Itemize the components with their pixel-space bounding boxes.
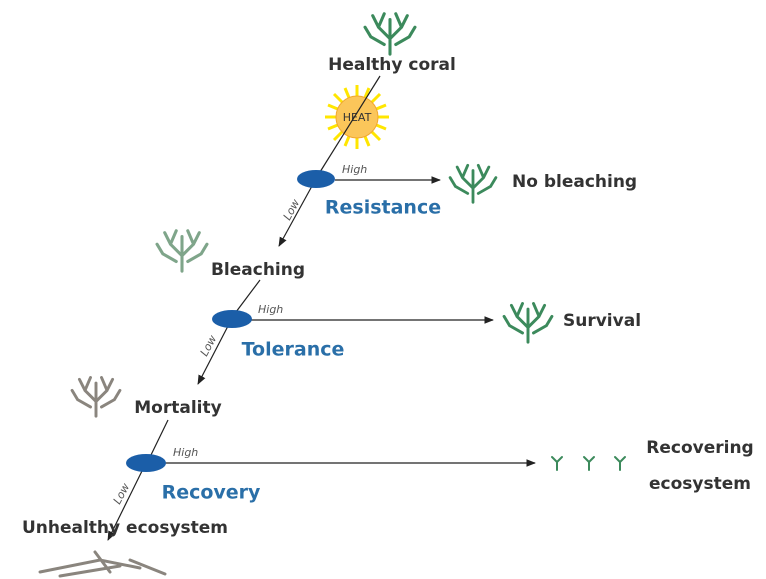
stage-label: Recovery — [162, 482, 261, 504]
outcome-label: Recovering — [646, 438, 753, 458]
recruits-icon — [552, 457, 625, 470]
healthy-coral-icon — [365, 14, 415, 54]
low-label: Low — [111, 481, 133, 506]
high-label: High — [258, 303, 283, 316]
connector — [150, 420, 168, 457]
outcome-label: ecosystem — [649, 474, 751, 494]
high-label: High — [173, 446, 198, 459]
decision-node — [297, 170, 335, 188]
state-label: Mortality — [134, 398, 221, 418]
outcome-label: No bleaching — [512, 172, 637, 192]
coral-icon — [450, 165, 496, 202]
connector — [236, 280, 260, 312]
bleached-coral-icon — [157, 231, 207, 271]
decision-node — [126, 454, 166, 472]
coral-icon — [504, 304, 552, 343]
stage-label: Resistance — [325, 197, 441, 219]
state-label: Bleaching — [211, 260, 305, 280]
low-label: Low — [198, 333, 220, 358]
state-label: Healthy coral — [328, 55, 456, 75]
stage-label: Tolerance — [242, 339, 345, 361]
rubble-icon — [40, 552, 165, 576]
end-label: Unhealthy ecosystem — [22, 518, 228, 538]
diagram: HEAT Healthy coral Bleaching Mortality U… — [0, 0, 766, 579]
decision-node — [212, 310, 252, 328]
high-label: High — [342, 163, 367, 176]
dead-coral-icon — [72, 378, 120, 417]
outcome-label: Survival — [563, 311, 641, 331]
